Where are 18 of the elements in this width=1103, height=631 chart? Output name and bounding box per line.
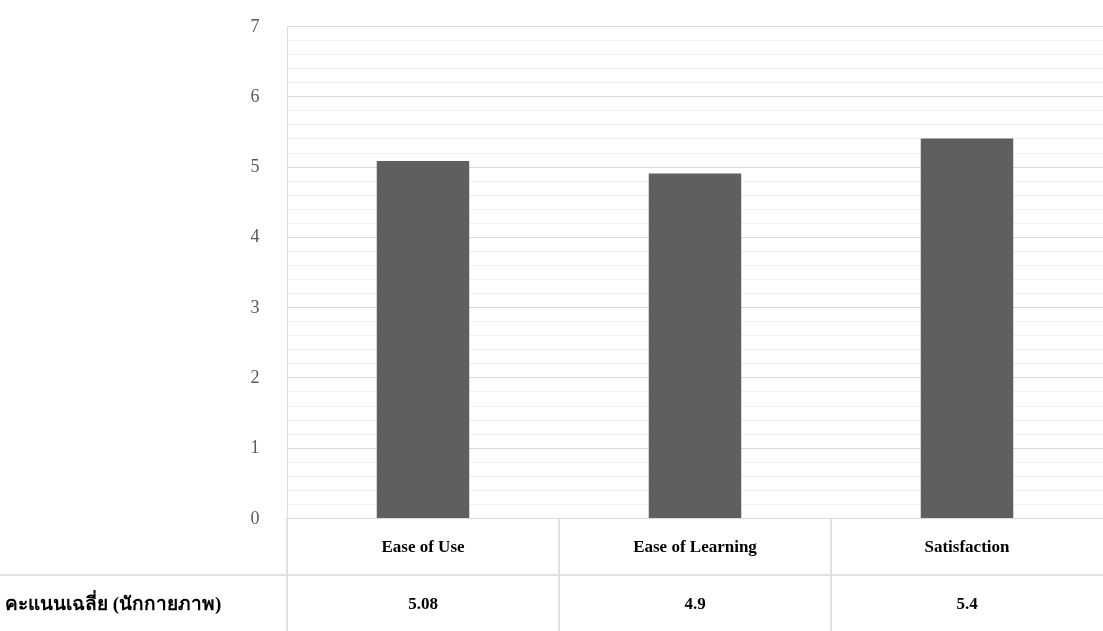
y-tick-label: 0 (250, 507, 260, 528)
text: คะแนนเฉลี่ย (นักกายภาพ) (5, 589, 222, 615)
bar (920, 138, 1014, 518)
y-tick-label: 4 (250, 226, 260, 247)
y-tick-label: 1 (250, 437, 260, 458)
y-tick-label: 7 (250, 15, 260, 36)
x-tick-label: Satisfaction (924, 536, 1011, 556)
bar (376, 160, 470, 518)
x-tick-label: Ease of Use (381, 536, 465, 556)
y-tick-label: 2 (250, 366, 260, 387)
y-tick-label: 5 (250, 156, 260, 177)
data-label: 4.9 (684, 593, 706, 613)
data-label: 5.4 (956, 593, 979, 613)
y-tick-label: 6 (250, 85, 260, 106)
data-label: 5.08 (408, 593, 438, 613)
x-tick-label: Ease of Learning (633, 536, 758, 556)
y-tick-label: 3 (250, 296, 260, 317)
bar (648, 173, 742, 518)
